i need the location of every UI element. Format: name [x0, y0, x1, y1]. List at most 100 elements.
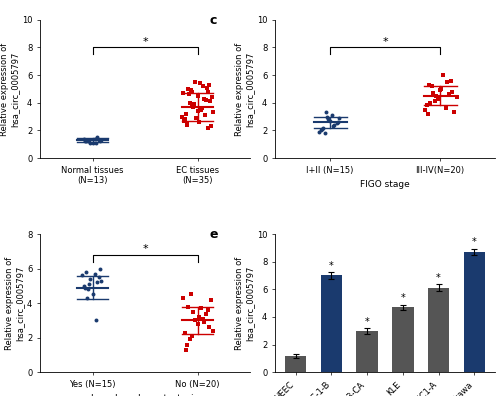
Point [82, 269, 90, 275]
Point [188, 333, 196, 339]
Point [86, 276, 94, 282]
Point [179, 295, 187, 301]
Point [84, 286, 92, 293]
Y-axis label: Relative expression of
hsa_circ_0005797: Relative expression of hsa_circ_0005797 [234, 257, 254, 350]
Point [97, 137, 105, 143]
Point [188, 102, 196, 109]
Point [332, 120, 340, 127]
Point [202, 310, 210, 317]
Point [188, 88, 196, 95]
Point [81, 138, 89, 145]
Point [205, 82, 213, 88]
Point [330, 123, 338, 129]
Bar [285, 356, 306, 372]
Point [186, 99, 194, 106]
Point [187, 291, 195, 298]
Point [324, 116, 332, 122]
Point [202, 97, 210, 103]
Point [205, 324, 213, 331]
Point [90, 135, 98, 142]
Point [178, 113, 186, 120]
Point [83, 295, 92, 301]
Point [328, 112, 336, 118]
Point [436, 87, 444, 93]
Point [196, 107, 204, 113]
Text: *: * [436, 273, 441, 283]
Point [194, 108, 202, 114]
Point [86, 140, 94, 146]
Point [442, 105, 450, 111]
Point [434, 95, 442, 102]
Point [181, 329, 189, 336]
Point [322, 109, 330, 116]
Point [198, 83, 207, 89]
Point [200, 319, 208, 325]
Point [208, 94, 216, 100]
Point [194, 321, 202, 327]
Text: *: * [472, 237, 476, 247]
Point [204, 124, 212, 131]
Point [192, 115, 200, 121]
Point [92, 134, 100, 141]
Point [203, 84, 211, 91]
Point [426, 99, 434, 106]
Point [180, 118, 188, 124]
Point [194, 119, 202, 125]
Point [183, 120, 191, 127]
Point [95, 274, 103, 280]
Point [432, 93, 440, 99]
Point [445, 91, 453, 97]
Point [334, 119, 342, 125]
Point [196, 305, 204, 312]
Point [90, 270, 98, 277]
Point [200, 95, 208, 102]
Point [92, 140, 100, 146]
Point [185, 91, 193, 97]
Point [450, 109, 458, 116]
Bar [464, 252, 485, 372]
Point [78, 272, 86, 279]
Point [190, 308, 198, 315]
Bar [320, 276, 342, 372]
Point [430, 90, 438, 96]
Text: *: * [400, 293, 405, 303]
Point [182, 346, 190, 353]
Point [81, 284, 89, 291]
Point [196, 80, 203, 87]
Point [330, 122, 338, 128]
Point [186, 336, 194, 343]
Y-axis label: Relative expression of
hsa_circ_0005797: Relative expression of hsa_circ_0005797 [0, 42, 19, 135]
Point [184, 303, 192, 310]
Point [420, 107, 428, 113]
Y-axis label: Relative expression of
hsa_circ_0005797: Relative expression of hsa_circ_0005797 [5, 257, 24, 350]
Point [320, 124, 328, 131]
Point [209, 327, 217, 334]
Point [335, 115, 343, 121]
Text: *: * [365, 317, 370, 327]
Point [198, 105, 205, 111]
Point [84, 138, 92, 145]
Point [82, 138, 90, 145]
Text: *: * [142, 37, 148, 47]
Point [442, 79, 450, 85]
Point [88, 291, 96, 298]
Text: *: * [142, 244, 148, 254]
Point [423, 102, 431, 109]
Bar [356, 331, 378, 372]
Point [452, 94, 460, 100]
Point [440, 72, 448, 78]
Point [96, 265, 104, 272]
Point [315, 129, 323, 135]
Point [187, 87, 195, 93]
Point [86, 281, 94, 287]
Text: c: c [209, 14, 216, 27]
Point [181, 116, 189, 122]
Point [192, 79, 200, 85]
Point [92, 279, 100, 286]
Point [318, 126, 326, 132]
Point [97, 278, 105, 284]
Bar [392, 307, 413, 372]
Point [183, 341, 191, 348]
X-axis label: FIGO stage: FIGO stage [360, 180, 410, 189]
Point [204, 307, 212, 313]
